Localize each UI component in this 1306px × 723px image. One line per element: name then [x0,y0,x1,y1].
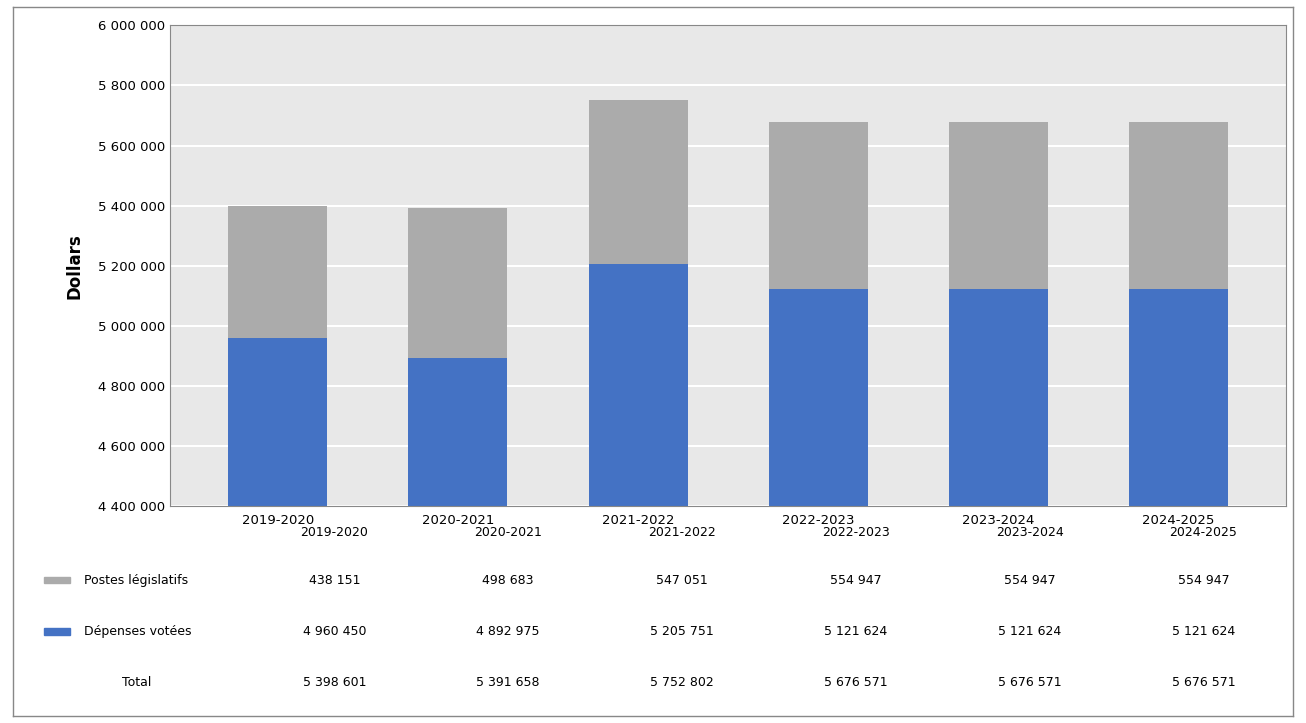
Bar [44,577,71,583]
Text: 5 205 751: 5 205 751 [650,625,714,638]
Bar [44,628,71,635]
Bar [409,358,508,723]
Bar [229,206,328,338]
Text: Total: Total [121,676,151,689]
Bar [589,100,687,264]
Bar [1128,122,1228,289]
Bar [948,289,1047,723]
Y-axis label: Dollars: Dollars [65,233,84,299]
Text: 554 947: 554 947 [1178,573,1229,586]
Bar [409,208,508,358]
Text: 2021-2022: 2021-2022 [648,526,716,539]
Text: 5 121 624: 5 121 624 [998,625,1062,638]
Text: Dépenses votées: Dépenses votées [84,625,191,638]
Text: 2023-2024: 2023-2024 [995,526,1063,539]
Text: 5 676 571: 5 676 571 [1171,676,1235,689]
Bar [589,264,687,723]
Bar [229,338,328,723]
Bar [948,122,1047,289]
Text: 5 676 571: 5 676 571 [824,676,888,689]
Bar [1128,289,1228,723]
Text: 554 947: 554 947 [829,573,882,586]
Text: 2020-2021: 2020-2021 [474,526,542,539]
Bar [769,122,867,289]
Text: Postes législatifs: Postes législatifs [84,573,188,586]
Text: 4 960 450: 4 960 450 [303,625,366,638]
Text: 438 151: 438 151 [308,573,360,586]
Bar [769,289,867,723]
Text: 5 121 624: 5 121 624 [824,625,887,638]
Text: 2022-2023: 2022-2023 [821,526,889,539]
Text: 5 121 624: 5 121 624 [1171,625,1235,638]
Text: 5 391 658: 5 391 658 [477,676,539,689]
Text: 554 947: 554 947 [1004,573,1055,586]
Text: 4 892 975: 4 892 975 [477,625,539,638]
Text: 2019-2020: 2019-2020 [300,526,368,539]
Text: 547 051: 547 051 [656,573,708,586]
Text: 5 398 601: 5 398 601 [303,676,366,689]
Text: 5 676 571: 5 676 571 [998,676,1062,689]
Text: 2024-2025: 2024-2025 [1169,526,1237,539]
Text: 5 752 802: 5 752 802 [650,676,714,689]
Text: 498 683: 498 683 [482,573,534,586]
